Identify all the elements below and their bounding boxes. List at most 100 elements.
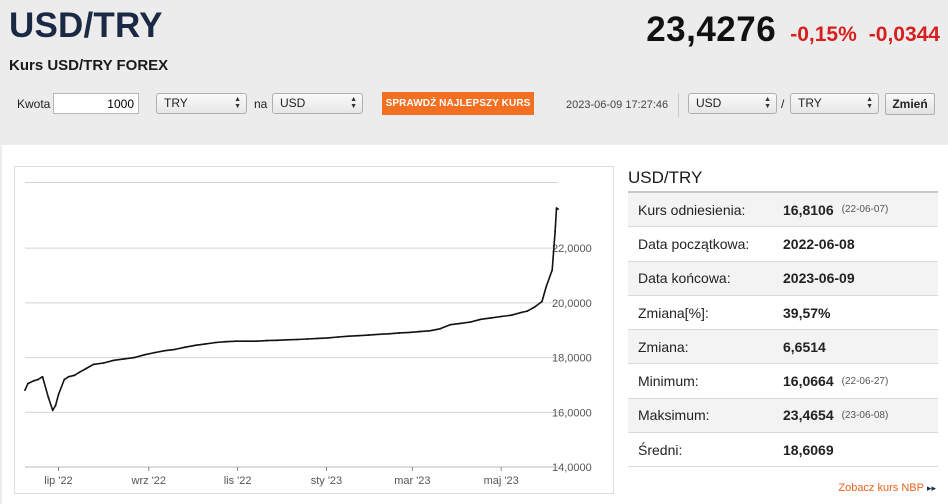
data-point bbox=[286, 338, 289, 341]
to-currency-value: USD bbox=[280, 96, 306, 110]
data-point bbox=[555, 207, 558, 209]
nbp-rate-link[interactable]: Zobacz kurs NBP ▸▸ bbox=[838, 482, 936, 494]
data-point bbox=[510, 314, 513, 317]
data-point bbox=[296, 338, 299, 341]
data-point bbox=[51, 409, 54, 412]
amount-input[interactable] bbox=[53, 93, 139, 114]
nbp-link-label: Zobacz kurs NBP bbox=[838, 482, 924, 494]
check-best-rate-button[interactable]: SPRAWDŹ NAJLEPSZY KURS bbox=[382, 92, 534, 115]
stats-row: Zmiana: 6,6514 bbox=[628, 330, 938, 365]
data-point bbox=[92, 363, 95, 366]
data-point bbox=[377, 333, 380, 336]
data-point bbox=[67, 375, 70, 378]
stats-row-value: 18,6069 bbox=[783, 441, 834, 458]
page-subtitle: Kurs USD/TRY FOREX bbox=[9, 57, 169, 74]
from-currency-value: TRY bbox=[164, 96, 188, 110]
data-point bbox=[174, 348, 176, 351]
stats-row-value: 39,57% bbox=[783, 304, 831, 321]
chart-frame: 14,0000 16,0000 18,0000 20,0000 22,0000 lip '… bbox=[14, 166, 614, 494]
data-point bbox=[545, 285, 548, 288]
select-arrows-icon: ▲ ▼ bbox=[350, 96, 357, 110]
stats-row-date: (23-06-08) bbox=[841, 409, 889, 421]
y-tick-label: 18,0000 bbox=[552, 353, 592, 365]
stats-panel: USD/TRY Kurs odniesienia: 16,8106 (22-06-0… bbox=[628, 166, 938, 468]
data-point bbox=[123, 358, 125, 360]
data-point bbox=[225, 340, 227, 343]
x-tick-label: sty '23 bbox=[311, 475, 342, 487]
y-tick-label: 20,0000 bbox=[552, 298, 592, 310]
y-tick-label: 14,0000 bbox=[552, 462, 592, 474]
stats-table: Kurs odniesienia: 16,8106 (22-06-07) Data p… bbox=[628, 193, 938, 468]
data-point bbox=[214, 341, 217, 344]
data-point bbox=[47, 396, 50, 399]
data-point bbox=[408, 331, 411, 334]
to-currency-select[interactable]: USD ▲ ▼ bbox=[272, 93, 363, 114]
stats-row-value: 2022-06-08 bbox=[783, 235, 855, 252]
series-line bbox=[24, 207, 559, 412]
data-point bbox=[245, 340, 248, 343]
data-point bbox=[112, 359, 115, 362]
stats-row-label: Minimum: bbox=[638, 373, 699, 390]
x-tick-label: mar '23 bbox=[394, 475, 430, 487]
data-point bbox=[533, 306, 536, 308]
quote-header: USD/TRY Kurs USD/TRY FOREX 23,4276 -0,15… bbox=[0, 0, 948, 125]
stats-row-label: Data początkowa: bbox=[638, 235, 750, 252]
data-point bbox=[194, 344, 197, 347]
data-point bbox=[469, 321, 472, 323]
pair-base-select[interactable]: USD ▲ ▼ bbox=[688, 93, 777, 114]
price-chart[interactable]: 14,0000 16,0000 18,0000 20,0000 22,0000 lip '… bbox=[15, 167, 615, 495]
pair-title: USD/TRY bbox=[9, 6, 163, 45]
data-point bbox=[500, 315, 503, 318]
stats-row: Maksimum: 23,4654 (23-06-08) bbox=[628, 398, 938, 434]
to-label: na bbox=[254, 97, 268, 111]
stats-row: Zmiana[%]: 39,57% bbox=[628, 296, 938, 331]
data-point bbox=[54, 404, 57, 407]
data-point bbox=[73, 374, 76, 377]
stats-row: Kurs odniesienia: 16,8106 (22-06-07) bbox=[628, 193, 938, 228]
stats-row: Data początkowa: 2022-06-08 bbox=[628, 227, 938, 262]
double-arrow-icon: ▸▸ bbox=[926, 483, 936, 493]
stats-row-value: 16,8106 bbox=[783, 201, 834, 218]
data-point bbox=[327, 336, 329, 339]
data-point bbox=[143, 353, 146, 356]
stats-row-label: Zmiana: bbox=[638, 338, 689, 355]
stats-row-date: (22-06-27) bbox=[841, 375, 889, 387]
data-point bbox=[63, 378, 66, 381]
current-price: 23,4276 bbox=[646, 10, 777, 49]
data-point bbox=[479, 318, 482, 321]
change-absolute: -0,0344 bbox=[868, 23, 940, 46]
data-point bbox=[37, 378, 40, 381]
data-point bbox=[27, 382, 29, 385]
pair-separator: / bbox=[781, 97, 785, 111]
amount-label: Kwota bbox=[17, 97, 51, 111]
select-arrows-icon: ▲ ▼ bbox=[866, 96, 873, 110]
data-point bbox=[526, 310, 529, 312]
stats-row: Data końcowa: 2023-06-09 bbox=[628, 261, 938, 296]
change-percent: -0,15% bbox=[790, 23, 857, 46]
data-point bbox=[306, 338, 309, 340]
stats-title: USD/TRY bbox=[628, 166, 938, 193]
x-tick-label: maj '23 bbox=[484, 475, 519, 487]
data-point bbox=[32, 379, 35, 382]
stats-row-date: (22-06-07) bbox=[841, 204, 889, 216]
change-pair-button[interactable]: Zmień bbox=[885, 93, 935, 115]
stats-row-value: 2023-06-09 bbox=[783, 270, 855, 287]
data-point bbox=[398, 332, 401, 334]
pair-quote-select[interactable]: TRY ▲ ▼ bbox=[790, 93, 879, 114]
data-point bbox=[490, 316, 492, 319]
x-tick-label: wrz '22 bbox=[131, 475, 167, 487]
toolbar-divider bbox=[678, 93, 679, 117]
data-point bbox=[133, 356, 136, 359]
select-arrows-icon: ▲ ▼ bbox=[234, 96, 241, 110]
data-point bbox=[24, 389, 26, 392]
stats-row-value: 6,6514 bbox=[783, 338, 826, 355]
data-point bbox=[554, 230, 556, 233]
data-point bbox=[551, 269, 554, 271]
stats-row-label: Maksimum: bbox=[638, 407, 710, 424]
data-point bbox=[163, 349, 166, 352]
data-point bbox=[41, 375, 44, 378]
data-point bbox=[520, 311, 523, 314]
select-arrows-icon: ▲ ▼ bbox=[764, 96, 771, 110]
data-point bbox=[418, 330, 421, 333]
from-currency-select[interactable]: TRY ▲ ▼ bbox=[156, 93, 247, 114]
